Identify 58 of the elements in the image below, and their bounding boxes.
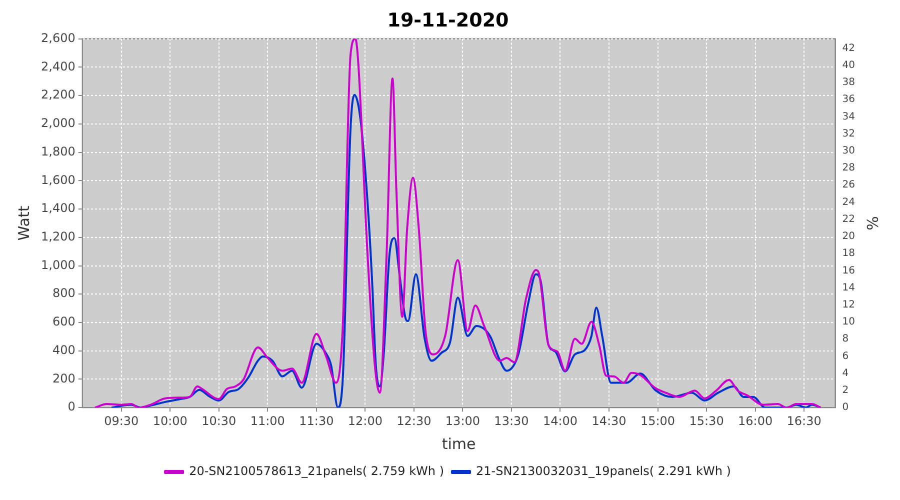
x-tick-label: 13:00 — [445, 414, 480, 428]
y2-tick-label: 30 — [842, 145, 856, 156]
y2-tick-label: 6 — [842, 350, 849, 362]
chart-title: 19-11-2020 — [387, 9, 509, 32]
y-tick-label: 400 — [52, 342, 76, 357]
y2-tick-label: 16 — [842, 265, 856, 276]
line-series — [94, 38, 822, 408]
y2-tick-label: 40 — [842, 60, 856, 71]
y-tick-label: 0 — [68, 400, 76, 414]
y2-tick-label: 10 — [842, 316, 856, 328]
y2-tick-label: 22 — [842, 214, 856, 225]
x-tick-label: 10:30 — [202, 414, 236, 428]
y2-tick-label: 0 — [842, 402, 849, 414]
y2-tick-label: 14 — [842, 282, 856, 294]
y2-tick-label: 26 — [842, 180, 856, 191]
y2-tick-label: 28 — [842, 162, 856, 174]
x-tick-label: 11:30 — [299, 414, 334, 428]
x-tick-label: 14:30 — [592, 414, 626, 428]
y2-tick-label: 18 — [842, 248, 856, 260]
y2-tick-label: 8 — [842, 334, 849, 345]
y2-tick-label: 24 — [842, 196, 856, 208]
y2-tick-label: 2 — [842, 385, 849, 396]
y-tick-label: 800 — [52, 286, 76, 300]
y-tick-label: 200 — [52, 371, 76, 386]
y-tick-label: 600 — [52, 314, 76, 329]
x-tick-label: 15:00 — [640, 414, 676, 428]
x-tick-label: 13:30 — [494, 414, 529, 428]
y2-tick-label: 20 — [842, 231, 856, 242]
x-axis-title: time — [442, 434, 476, 453]
x-tick-label: 16:00 — [738, 414, 773, 428]
y-tick-label: 1,000 — [40, 258, 76, 272]
x-tick-label: 10:00 — [152, 414, 188, 428]
y2-tick-label: 32 — [842, 128, 856, 140]
y2-tick-label: 34 — [842, 111, 856, 122]
legend-label: 21-SN2130032031_19panels( 2.291 kWh ) — [476, 464, 731, 478]
x-tick-label: 16:30 — [786, 414, 822, 428]
x-tick-label: 15:30 — [689, 414, 724, 428]
x-tick-label: 09:30 — [104, 414, 139, 428]
y-tick-label: 2,600 — [40, 30, 76, 45]
x-tick-label: 11:00 — [250, 414, 285, 428]
y-tick-label: 1,200 — [40, 230, 76, 244]
x-tick-label: 14:00 — [542, 414, 578, 428]
y-tick-label: 1,400 — [40, 201, 76, 216]
y-axis-title: Watt — [14, 206, 33, 241]
y-tick-label: 2,400 — [40, 59, 76, 74]
y-tick-label: 1,800 — [40, 144, 76, 158]
y2-tick-label: 36 — [842, 94, 856, 106]
y2-tick-label: 38 — [842, 77, 856, 88]
y-tick-label: 2,000 — [40, 116, 76, 130]
y-tick-label: 2,200 — [40, 88, 76, 102]
x-tick-label: 12:00 — [348, 414, 382, 428]
y-tick-label: 1,600 — [40, 172, 76, 187]
x-tick-label: 12:30 — [396, 414, 432, 428]
y2-tick-label: 12 — [842, 300, 856, 311]
legend-label: 20-SN2100578613_21panels( 2.759 kWh ) — [189, 464, 444, 478]
y2-tick-label: 4 — [842, 368, 849, 379]
y2-axis-title: % — [863, 216, 882, 230]
y2-tick-label: 42 — [842, 42, 856, 54]
